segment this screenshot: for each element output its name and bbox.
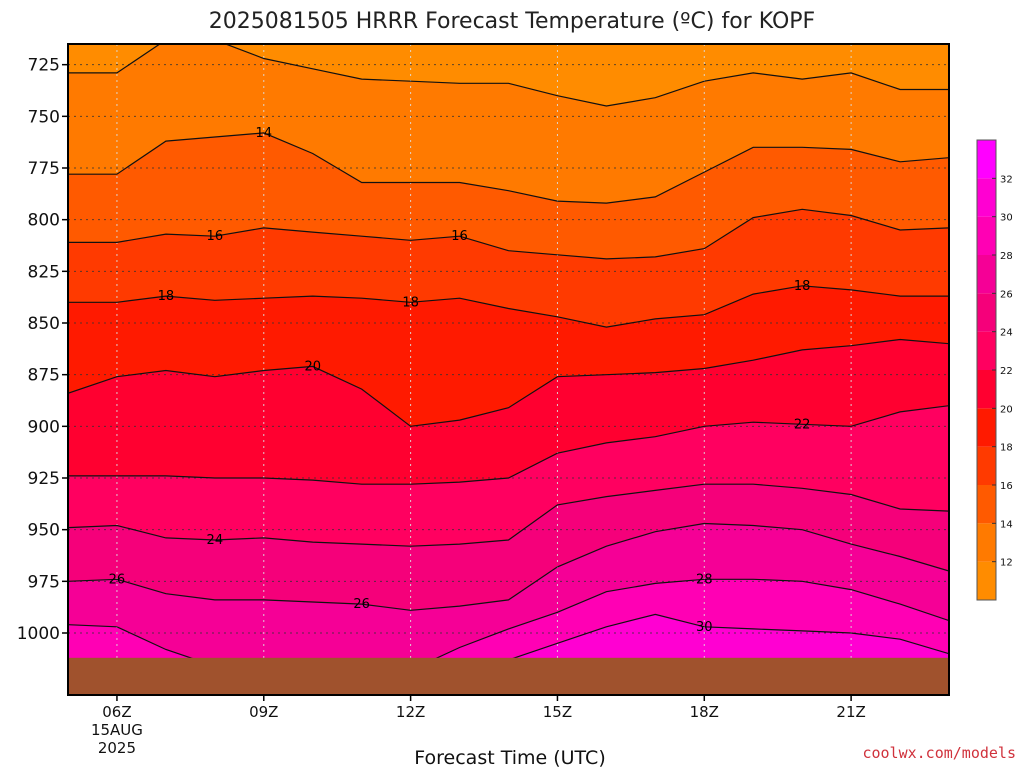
y-tick-label-725: 725 [28,56,60,76]
contour-label-16: 16 [207,229,224,244]
contour-line-22 [68,405,949,485]
contour-label-20: 20 [304,359,321,374]
y-tick-label-1000: 1000 [17,624,60,644]
colorbar-band-30 [977,178,996,217]
colorbar-band-14 [977,485,996,524]
contour-label-22: 22 [794,417,811,432]
colorbar-tick-label-28: 28 [1000,251,1013,262]
plot-area: 14 16 16 18 18 18 20 22 24 26 26 28 30 [67,43,950,696]
gridlines [68,44,949,695]
colorbar-tick-label-26: 26 [1000,289,1013,300]
y-tick-label-750: 750 [28,107,60,127]
colorbar-band-32 [977,140,996,179]
y-axis: 725 750 775 800 825 850 875 900 925 950 975 1000 [17,56,68,644]
y-tick-label-900: 900 [28,417,60,437]
colorbar-tick-label-32: 32 [1000,174,1013,185]
colorbar-tick-label-24: 24 [1000,328,1013,339]
x-tick-label-15Z: 15Z [543,703,572,721]
colorbar-tick-label-20: 20 [1000,404,1013,415]
contour-labels: 14 16 16 18 18 18 20 22 24 26 26 28 30 [109,126,811,635]
x-tick-date: 15AUG [91,721,143,739]
contour-label-26: 26 [353,597,370,612]
x-tick-label-06Z: 06Z [102,703,131,721]
y-tick-label-850: 850 [28,314,60,334]
contour-line-26 [68,522,949,611]
contour-label-16: 16 [451,229,468,244]
colorbar-band-12 [977,523,996,562]
colorbar-tick-label-22: 22 [1000,366,1013,377]
contour-line-14 [68,132,949,204]
colorbar-band-28 [977,216,996,255]
contour-line-16 [68,208,949,260]
y-tick-label-975: 975 [28,572,60,592]
contour-label-18: 18 [402,295,419,310]
contour-line-20 [68,338,949,427]
chart-title: 2025081505 HRRR Forecast Temperature (ºC… [209,9,815,34]
contour-fills [68,44,949,695]
y-tick-label-875: 875 [28,366,60,386]
contour-line-13 [68,44,949,107]
y-tick-label-825: 825 [28,262,60,282]
colorbar-tick-label-30: 30 [1000,213,1013,224]
y-tick-label-800: 800 [28,211,60,231]
colorbar: 12 14 16 18 20 22 24 26 28 30 32 [976,139,1013,601]
x-tick-year: 2025 [98,739,136,757]
ground-strip [68,657,949,695]
contour-label-30: 30 [696,620,713,635]
colorbar-band-26 [977,255,996,294]
plot-frame [67,43,950,696]
colorbar-band-10 [977,561,996,600]
contour-label-26: 26 [109,572,126,587]
y-tick-label-775: 775 [28,159,60,179]
x-tick-label-21Z: 21Z [836,703,865,721]
y-tick-label-950: 950 [28,521,60,541]
colorbar-band-24 [977,293,996,332]
colorbar-tick-label-18: 18 [1000,443,1013,454]
contour-label-18: 18 [794,279,811,294]
x-tick-label-18Z: 18Z [690,703,719,721]
x-tick-label-09Z: 09Z [249,703,278,721]
credit-text: coolwx.com/models [862,744,1016,762]
y-tick-label-925: 925 [28,469,60,489]
contour-label-24: 24 [207,533,224,548]
x-axis-label: Forecast Time (UTC) [414,747,605,768]
contour-line-18 [68,285,949,328]
colorbar-band-16 [977,446,996,485]
contour-label-18: 18 [158,289,175,304]
contour-line-24 [68,483,949,547]
colorbar-tick-label-14: 14 [1000,519,1013,530]
colorbar-band-20 [977,370,996,409]
colorbar-band-22 [977,331,996,370]
contour-label-14: 14 [256,126,273,141]
contour-label-28: 28 [696,572,713,587]
colorbar-band-18 [977,408,996,447]
colorbar-tick-label-12: 12 [1000,558,1013,569]
colorbar-tick-label-16: 16 [1000,481,1013,492]
x-tick-label-12Z: 12Z [396,703,425,721]
